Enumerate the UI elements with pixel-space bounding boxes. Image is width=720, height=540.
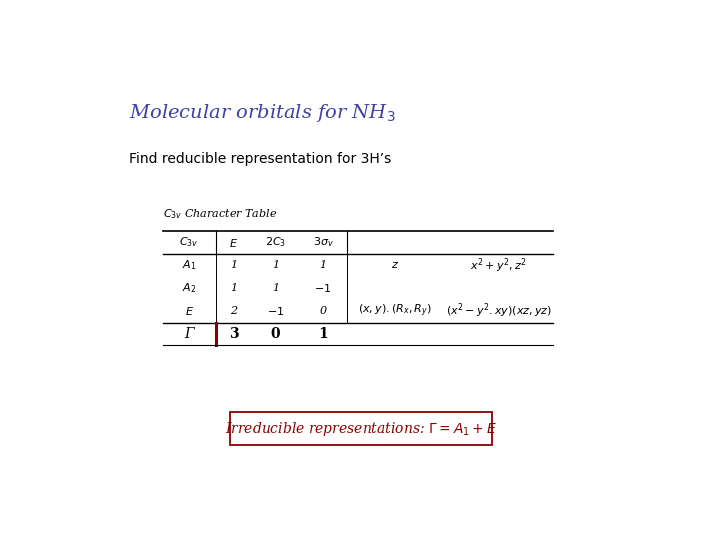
Text: 1: 1 bbox=[272, 284, 279, 293]
Text: $(x, y). (R_x, R_y)$: $(x, y). (R_x, R_y)$ bbox=[359, 303, 433, 319]
Text: $2C_3$: $2C_3$ bbox=[265, 235, 286, 249]
Text: 1: 1 bbox=[320, 260, 327, 271]
Text: $-1$: $-1$ bbox=[267, 305, 284, 317]
Text: $C_{3v}$ Character Table: $C_{3v}$ Character Table bbox=[163, 207, 277, 221]
Text: 0: 0 bbox=[320, 306, 327, 316]
Text: $E$: $E$ bbox=[184, 305, 194, 317]
Text: Molecular orbitals for NH$_3$: Molecular orbitals for NH$_3$ bbox=[129, 102, 396, 124]
FancyBboxPatch shape bbox=[230, 412, 492, 445]
Text: 1: 1 bbox=[318, 327, 328, 341]
Text: $A_2$: $A_2$ bbox=[182, 281, 197, 295]
Text: $x^2 + y^2, z^2$: $x^2 + y^2, z^2$ bbox=[470, 256, 527, 275]
Text: Irreducible representations: $\Gamma = A_1 + E$: Irreducible representations: $\Gamma = A… bbox=[225, 420, 497, 437]
Text: 1: 1 bbox=[230, 260, 238, 271]
Text: $C_{3v}$: $C_{3v}$ bbox=[179, 235, 199, 249]
Text: 1: 1 bbox=[230, 284, 238, 293]
Text: Find reducible representation for 3H’s: Find reducible representation for 3H’s bbox=[129, 152, 391, 166]
Text: 3: 3 bbox=[229, 327, 238, 341]
Text: Γ: Γ bbox=[184, 327, 194, 341]
Text: $3\sigma_v$: $3\sigma_v$ bbox=[312, 235, 333, 249]
Text: $E$: $E$ bbox=[229, 237, 238, 248]
Text: 2: 2 bbox=[230, 306, 238, 316]
Text: $-1$: $-1$ bbox=[315, 282, 332, 294]
Text: 0: 0 bbox=[271, 327, 280, 341]
Text: 1: 1 bbox=[272, 260, 279, 271]
Text: $z$: $z$ bbox=[392, 260, 400, 271]
Text: $(x^2 - y^2. xy) (xz, yz)$: $(x^2 - y^2. xy) (xz, yz)$ bbox=[446, 302, 552, 320]
Text: $A_1$: $A_1$ bbox=[182, 259, 197, 272]
